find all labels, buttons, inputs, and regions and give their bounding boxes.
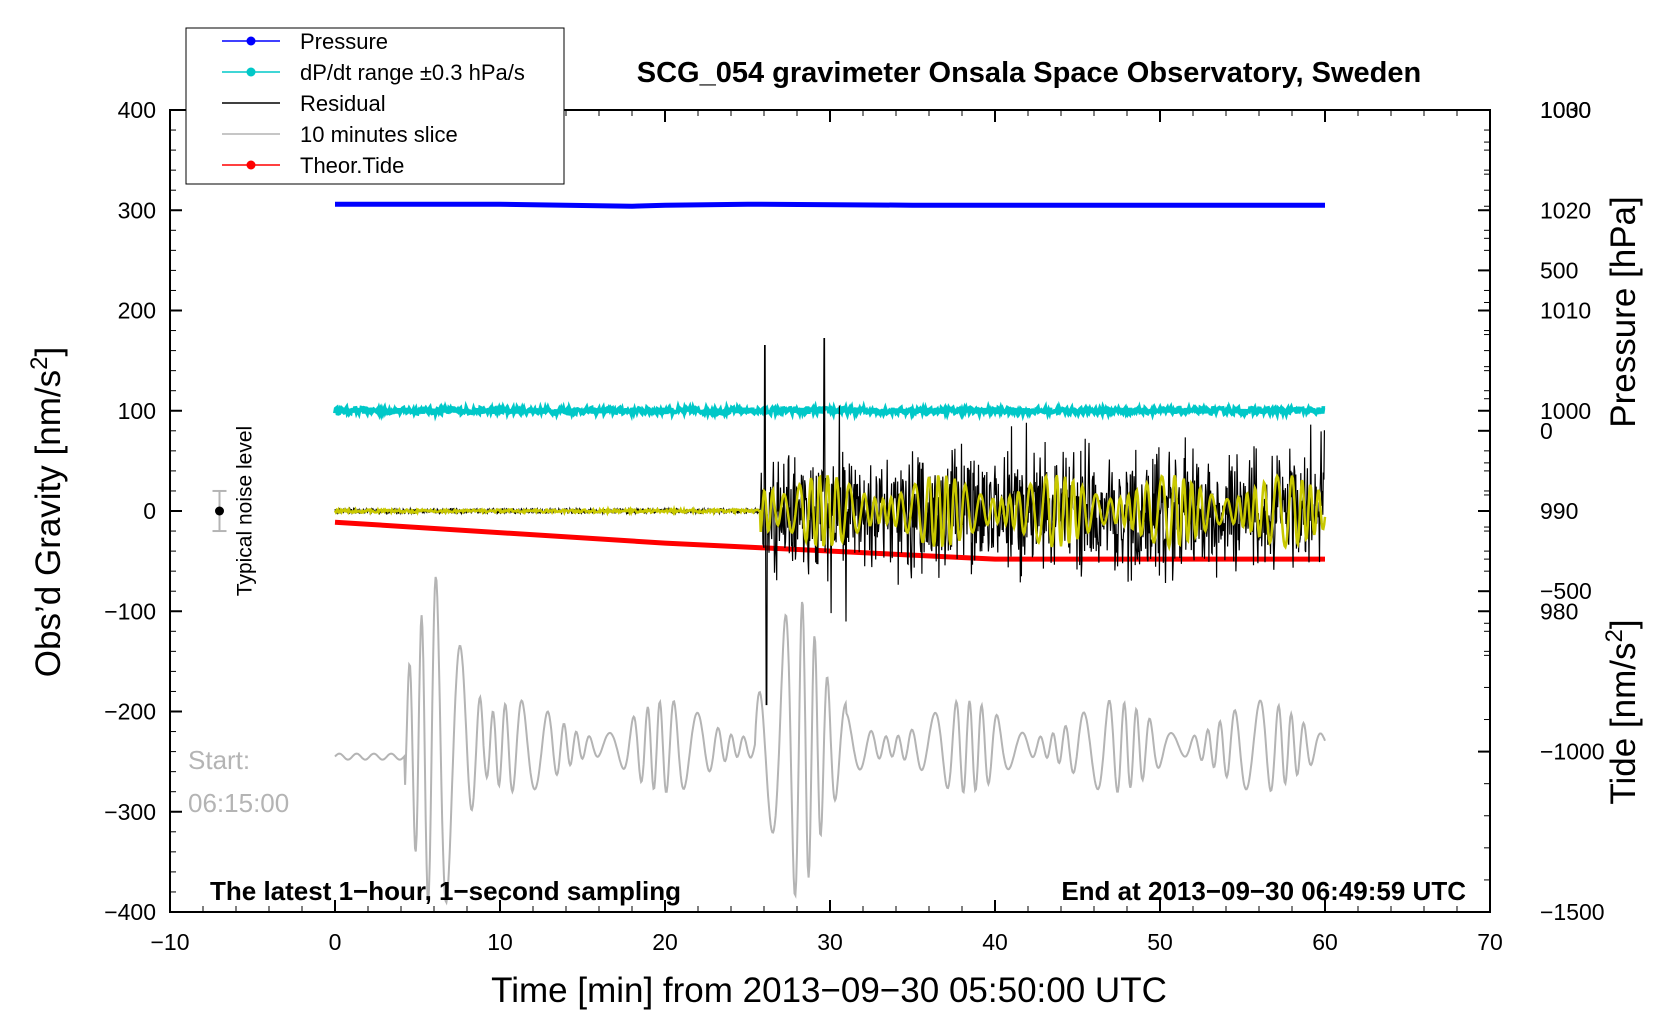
pressure-tick-label: 1010 — [1540, 298, 1591, 324]
x-tick-label: 30 — [817, 929, 843, 955]
pressure-tick-label: 1020 — [1540, 197, 1591, 223]
pressure-tick-label: 990 — [1540, 498, 1578, 524]
pressure-tick-label: 1030 — [1540, 97, 1591, 123]
x-tick-label: 40 — [982, 929, 1008, 955]
legend-label: Pressure — [300, 29, 388, 54]
start-label: Start: — [188, 745, 250, 775]
x-tick-label: 60 — [1312, 929, 1338, 955]
tide-tick-label: 1000 — [1540, 97, 1591, 123]
x-tick-label: −10 — [150, 929, 189, 955]
y-left-tick-label: 400 — [118, 97, 156, 123]
y-left-tick-label: 0 — [143, 498, 156, 524]
tide-tick-label: 0 — [1540, 418, 1553, 444]
legend-marker — [246, 160, 256, 170]
legend-label: 10 minutes slice — [300, 122, 458, 147]
y-left-tick-label: 200 — [118, 298, 156, 324]
y-left-tick-label: −200 — [104, 699, 156, 725]
legend-label: Theor.Tide — [300, 153, 404, 178]
tide-tick-label: −1000 — [1540, 739, 1605, 765]
legend: Pressure dP/dt range ±0.3 hPa/s Residual 10… — [185, 27, 565, 185]
pressure-axis-title: Pressure [hPa] — [1604, 196, 1643, 428]
series-ten-minute-slice — [334, 576, 1326, 906]
series-layer — [333, 201, 1327, 906]
chart-title: SCG_054 gravimeter Onsala Space Observat… — [637, 57, 1421, 89]
x-tick-label: 0 — [329, 929, 342, 955]
legend-label: Residual — [300, 91, 386, 116]
y-left-tick-label: −100 — [104, 598, 156, 624]
noise-label: Typical noise level — [234, 426, 257, 596]
x-tick-label: 10 — [487, 929, 513, 955]
noise-point — [215, 506, 224, 516]
start-time: 06:15:00 — [188, 788, 289, 818]
y-left-tick-label: −400 — [104, 899, 156, 925]
tide-tick-label: 500 — [1540, 257, 1578, 283]
legend-marker — [246, 36, 256, 46]
y-left-tick-label: 100 — [118, 398, 156, 424]
tide-axis-title: Tide [nm/s2] — [1601, 619, 1644, 804]
x-tick-label: 70 — [1477, 929, 1503, 955]
noise-indicator: Typical noise level — [212, 426, 257, 596]
pressure-tick-label: 980 — [1540, 598, 1578, 624]
y-left-tick-label: 300 — [118, 197, 156, 223]
legend-box — [185, 27, 565, 185]
series-residual-filtered — [333, 473, 1327, 552]
legend-marker — [246, 67, 256, 77]
x-tick-label: 50 — [1147, 929, 1173, 955]
tide-tick-label: −500 — [1540, 578, 1592, 604]
x-axis-title: Time [min] from 2013−09−30 05:50:00 UTC — [491, 971, 1167, 1010]
end-note: End at 2013−09−30 06:49:59 UTC — [1061, 876, 1466, 906]
ticks-layer: −10 0 10 20 30 40 50 60 704003002001000−100−200−… — [104, 97, 1604, 955]
y-left-tick-label: −300 — [104, 799, 156, 825]
legend-label: dP/dt range ±0.3 hPa/s — [300, 60, 525, 85]
series-pressure — [335, 201, 1325, 209]
y-axis-left-title: Obs’d Gravity [nm/s2] — [26, 347, 69, 677]
tide-tick-label: −1500 — [1540, 899, 1605, 925]
pressure-tick-label: 1000 — [1540, 398, 1591, 424]
x-tick-label: 20 — [652, 929, 678, 955]
series-dpdt-range — [333, 400, 1326, 422]
legend-entries: Pressure dP/dt range ±0.3 hPa/s Residual 10… — [222, 29, 525, 178]
sampling-note: The latest 1−hour, 1−second sampling — [210, 876, 681, 906]
